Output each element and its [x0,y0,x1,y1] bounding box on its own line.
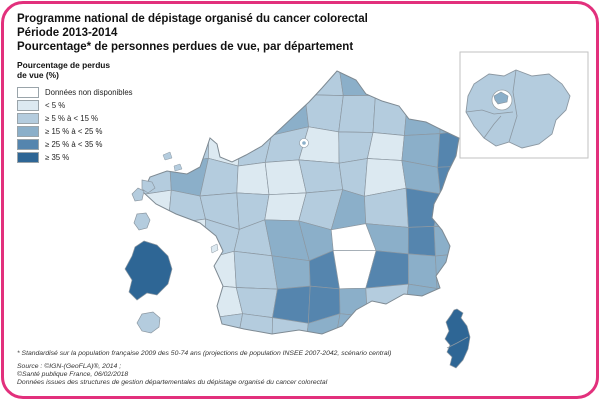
corsica-department-border [446,336,469,349]
department-cell [298,159,344,194]
guadeloupe-shape [141,179,156,194]
martinique-shape [133,212,151,231]
department-cell [203,250,237,288]
department-cell [401,317,437,334]
department-cell [271,317,309,334]
title-line-1: Programme national de dépistage organisé… [17,13,368,25]
legend-title-line-2: de vue (%) [17,70,59,80]
department-cell [271,255,311,290]
legend-item: ≥ 35 % [17,151,133,164]
department-cell [233,250,278,290]
legend-swatch [17,87,39,98]
island-shape [162,151,173,161]
idf-department-border [465,109,514,115]
department-cell [433,226,459,257]
department-cell [433,190,459,228]
department-cell [365,283,409,322]
department-cell [239,71,277,105]
paris-shape [493,91,509,105]
paris-dot-main-map [302,141,306,145]
department-cell [407,253,438,289]
source-line-1: Source : ©IGN-(GeoFLA)®, 2014 ; [17,363,122,370]
department-cell [274,71,306,100]
legend-item-label: ≥ 35 % [45,153,70,162]
department-cell [437,164,459,195]
corsica-shape [444,308,471,369]
department-cell [208,101,242,137]
legend-title: Pourcentage de perdus de vue (%) [17,60,133,80]
department-cell [236,162,270,196]
legend-item-label: ≥ 5 % à < 15 % [45,114,99,123]
france-choropleth-map [124,51,589,369]
department-cell [235,287,278,318]
department-cell [366,132,405,161]
idf-region-shape [465,69,571,149]
legend-swatch [17,152,39,163]
department-cell [403,283,438,322]
legend-swatch [17,113,39,124]
legend-swatch [17,126,39,137]
title-line-3: Pourcentage* de personnes perdues de vue… [17,40,354,53]
department-cell [272,285,311,324]
island-shape [173,163,183,172]
department-cell [368,71,408,104]
footnote: * Standardisé sur la population français… [17,350,392,357]
department-cell [143,71,171,103]
department-cell [303,313,341,334]
legend-item: Données non disponibles [17,86,133,99]
department-cell [303,71,344,96]
legend-item-label: ≥ 15 % à < 25 % [45,127,103,136]
department-cell [407,226,436,257]
department-cell [338,95,376,133]
legend-title-line-1: Pourcentage de perdus [17,60,111,70]
guadeloupe-shape [131,187,145,202]
legend-item: < 5 % [17,99,133,112]
legend-swatch [17,139,39,150]
legend: Pourcentage de perdus de vue (%) Données… [17,60,133,164]
department-cell [337,71,376,96]
legend-item-label: ≥ 25 % à < 35 % [45,140,103,149]
department-cell [167,218,206,260]
legend-swatch [17,100,39,111]
department-cell [239,98,275,137]
source-line-3: Données issues des structures de gestion… [17,379,328,386]
department-cell [437,128,459,168]
source-line-2: ©Santé publique France, 06/02/2018 [17,371,129,378]
figure-title: Programme national de dépistage organisé… [17,13,368,54]
idf-department-border [508,69,518,143]
france-outline [142,70,460,335]
department-cell [208,71,242,105]
department-cell [166,71,210,103]
legend-item: ≥ 5 % à < 15 % [17,112,133,125]
reunion-shape [136,311,161,334]
source-block: Source : ©IGN-(GeoFLA)®, 2014 ; ©Santé p… [17,363,327,387]
department-cell [435,251,459,289]
department-cell [398,71,443,105]
department-cell [372,94,408,136]
department-cell [175,250,208,286]
guyane-shape [124,240,173,301]
title-line-2: Période 2013-2014 [17,26,118,39]
legend-item-label: Données non disponibles [45,88,133,97]
department-cell [166,101,210,133]
island-shape [210,243,219,254]
department-cell [233,313,273,334]
legend-item-label: < 5 % [45,101,66,110]
department-cell [143,98,173,129]
legend-item: ≥ 25 % à < 35 % [17,138,133,151]
legend-item: ≥ 15 % à < 25 % [17,125,133,138]
department-cell [174,283,208,323]
legend-items: Données non disponibles < 5 % ≥ 5 % à < … [17,86,133,164]
idf-department-border [483,115,502,139]
